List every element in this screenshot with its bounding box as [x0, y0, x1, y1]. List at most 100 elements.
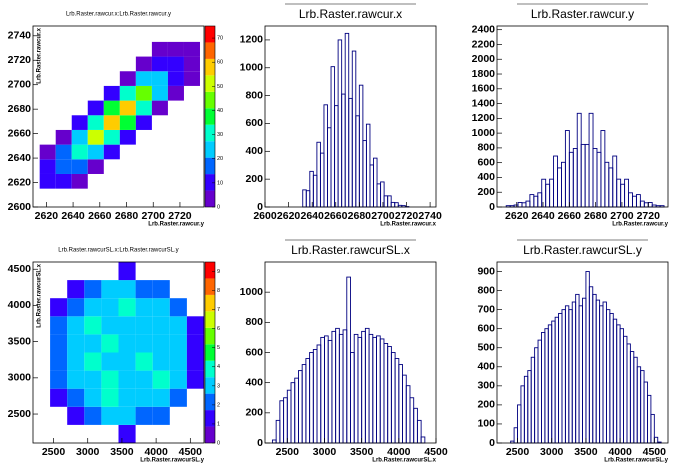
histogram-bar: [633, 356, 638, 444]
histogram-bar: [616, 324, 621, 444]
heat-cell: [50, 425, 67, 443]
histogram-bar: [319, 152, 325, 208]
heat-cell: [56, 115, 72, 130]
histogram-bar: [390, 352, 396, 444]
histogram-bar: [575, 293, 580, 444]
y-tick-label: 800: [477, 284, 495, 296]
palette-swatch: [205, 26, 215, 43]
histogram-bar: [316, 141, 321, 208]
x-axis-title: Lrb.Raster.rawcurSL.y: [140, 458, 204, 464]
heat-cell: [101, 334, 119, 353]
histogram-bar: [623, 335, 628, 444]
palette-swatch: [205, 174, 215, 191]
histogram-bar: [286, 389, 292, 444]
x-tick-label: 2600: [253, 210, 277, 222]
heat-cell: [168, 101, 184, 116]
heat-cell: [170, 425, 187, 443]
heat-cell: [118, 406, 136, 425]
x-tick-label: 4500: [424, 446, 448, 458]
histogram-bar: [398, 364, 403, 444]
palette-swatch: [205, 393, 215, 411]
z-tick-label: 10: [217, 180, 223, 186]
histogram-bar: [517, 202, 523, 208]
histogram-bar: [302, 189, 307, 208]
histogram-bar: [362, 140, 367, 208]
heat-cell: [104, 42, 120, 57]
histogram-bar: [372, 336, 377, 444]
histogram-bar: [592, 148, 598, 208]
heat-cell: [33, 334, 50, 352]
histogram-bar: [578, 305, 583, 444]
heat-cell: [187, 425, 204, 443]
histogram-bar: [351, 50, 357, 208]
histogram-bar: [513, 427, 518, 444]
heat-cell: [152, 159, 168, 174]
heat-cell: [186, 334, 204, 353]
heat-cell: [167, 41, 184, 57]
histogram-bar: [305, 190, 311, 208]
histogram-bar: [341, 93, 346, 208]
heat-cell: [67, 334, 85, 353]
z-tick-label: 60: [217, 60, 223, 66]
histogram-bar: [383, 195, 389, 208]
heat-cell: [168, 115, 184, 130]
y-tick-label: 800: [245, 316, 263, 328]
heat-cell: [103, 100, 120, 116]
heat-cell: [40, 101, 56, 116]
histogram-bar: [383, 342, 389, 444]
heat-cell: [168, 130, 184, 145]
histogram-bar: [525, 200, 531, 208]
y-tick-label: 3500: [8, 335, 32, 347]
heat-cell: [151, 71, 168, 86]
histogram-bar: [517, 404, 522, 444]
z-tick-label: 1: [217, 421, 220, 427]
x-tick-label: 2620: [505, 210, 529, 222]
histogram-bar: [541, 332, 546, 444]
histogram-bar: [605, 309, 611, 444]
heat-cell: [33, 353, 50, 371]
y-tick-label: 1200: [240, 34, 264, 46]
heat-cell: [136, 42, 152, 57]
heat-cell: [101, 298, 119, 317]
y-tick-label: 2600: [8, 201, 32, 213]
histogram-bar: [612, 155, 618, 208]
heat-cell: [186, 352, 204, 371]
histogram-bar: [387, 346, 392, 444]
heat-cell: [104, 174, 120, 189]
histogram-bar: [376, 335, 381, 444]
heat-cell: [87, 144, 104, 160]
heat-cell: [169, 352, 187, 371]
histogram-bar: [413, 407, 418, 444]
histogram-bar: [520, 385, 525, 444]
x-tick-label: 2700: [371, 210, 395, 222]
heat-cell: [56, 42, 72, 57]
histogram-bar: [344, 32, 350, 208]
heat-cell: [67, 280, 85, 299]
y-tick-label: 3000: [8, 372, 32, 384]
panel: 0 1 2 3 4 5 6 7 8 9 Lrb.Raster.rawcurSL.x:Lrb.Rast…: [8, 248, 220, 464]
heat-cell: [119, 100, 136, 116]
heat-cell: [120, 42, 136, 57]
histogram-bar: [379, 338, 385, 444]
y-tick-label: 1600: [472, 83, 496, 95]
histogram-bar: [624, 178, 629, 208]
y-tick-label: 2500: [8, 408, 32, 420]
histogram-bar: [609, 312, 614, 444]
histogram-bar: [309, 170, 314, 208]
histogram-bar: [271, 439, 277, 444]
heat-cell: [136, 174, 152, 189]
heat-cell: [152, 298, 170, 317]
chart-title: Lrb.Raster.rawcur.y: [531, 7, 634, 21]
y-tick-label: 300: [477, 380, 495, 392]
palette-swatch: [205, 294, 215, 312]
x-tick-label: 2740: [418, 210, 442, 222]
histogram-bar: [647, 202, 653, 208]
histogram-bar: [585, 271, 590, 444]
heat-cell: [184, 101, 200, 116]
histogram-bar: [373, 157, 378, 208]
palette-swatch: [205, 58, 215, 76]
y-tick-label: 700: [477, 303, 495, 315]
heat-cell: [136, 159, 152, 174]
histogram-bar: [537, 339, 542, 444]
